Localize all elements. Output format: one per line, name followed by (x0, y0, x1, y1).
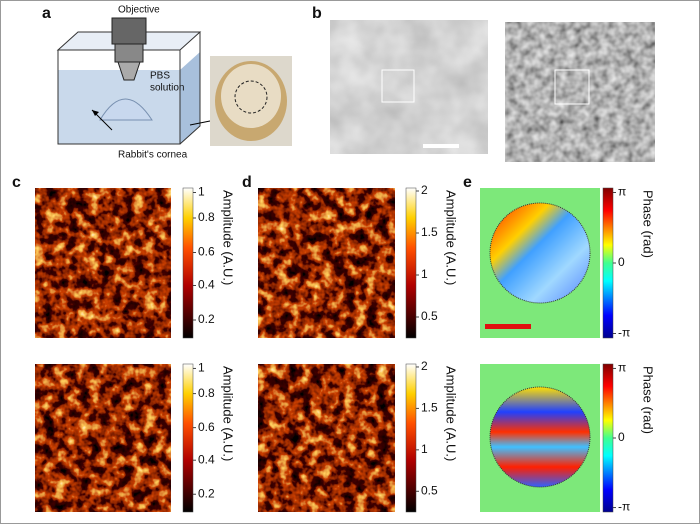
colorbar-tick-label: 2 (421, 359, 428, 373)
colorbar-tick-label: 0.8 (198, 210, 215, 224)
scale-bar (423, 144, 459, 148)
aperture (489, 386, 591, 488)
colorbar-tick-label: 0.5 (421, 483, 438, 497)
colorbar-tick-label: 2 (421, 183, 428, 197)
amplitude-image (258, 364, 395, 512)
colorbar-tick-label: -π (618, 500, 630, 514)
colorbar (405, 363, 417, 513)
colorbar-tick-label: 0.5 (421, 309, 438, 323)
scale-bar (485, 324, 531, 329)
phase-disk (490, 387, 590, 487)
colorbar (602, 187, 614, 339)
colorbar-tick-label: π (618, 185, 626, 199)
schematic (56, 17, 292, 146)
panel-label: c (12, 174, 21, 191)
colorbar-label: Amplitude (A.U.) (221, 190, 236, 285)
panel-label: b (312, 5, 322, 22)
colorbar-tick-label: 1 (421, 442, 428, 456)
colorbar-tick-label: 1 (198, 361, 205, 375)
colorbar-tick-label: π (618, 361, 626, 375)
amplitude-image (258, 188, 395, 338)
roi-box (381, 69, 415, 103)
colorbar-label: Phase (rad) (641, 366, 656, 434)
colorbar-tick-label: 0.8 (198, 386, 215, 400)
colorbar-tick-label: -π (618, 326, 630, 340)
micrograph (505, 22, 655, 162)
label-cornea: Rabbit's cornea (118, 150, 188, 161)
colorbar (602, 363, 614, 513)
roi-box (554, 69, 590, 105)
colorbar-label: Amplitude (A.U.) (221, 366, 236, 461)
colorbar-tick-label: 0 (618, 255, 625, 269)
colorbar-tick-label: 1.5 (421, 225, 438, 239)
phase-disk (490, 203, 590, 303)
colorbar-tick-label: 0.4 (198, 452, 215, 466)
colorbar-tick-label: 0.2 (198, 486, 215, 500)
colorbar (405, 187, 417, 339)
micrograph (330, 20, 488, 154)
aperture (489, 202, 591, 304)
colorbar-label: Phase (rad) (641, 190, 656, 258)
colorbar-label: Amplitude (A.U.) (444, 366, 459, 461)
colorbar-tick-label: 0 (618, 430, 625, 444)
colorbar-tick-label: 0.2 (198, 312, 215, 326)
panel-label: d (242, 174, 252, 191)
colorbar (182, 187, 194, 339)
colorbar-label: Amplitude (A.U.) (444, 190, 459, 285)
colorbar-tick-label: 0.4 (198, 278, 215, 292)
colorbar-tick-label: 1 (421, 267, 428, 281)
label-solution: solution (150, 83, 184, 94)
amplitude-image (35, 188, 171, 338)
panel-label: e (463, 174, 472, 191)
colorbar-tick-label: 0.6 (198, 420, 215, 434)
colorbar-tick-label: 0.6 (198, 245, 215, 259)
label-pbs: PBS (150, 71, 170, 82)
colorbar-tick-label: 1 (198, 185, 205, 199)
panel-label: a (42, 5, 51, 22)
amplitude-image (35, 364, 171, 512)
colorbar (182, 363, 194, 513)
label-objective: Objective (118, 5, 160, 16)
colorbar-tick-label: 1.5 (421, 401, 438, 415)
